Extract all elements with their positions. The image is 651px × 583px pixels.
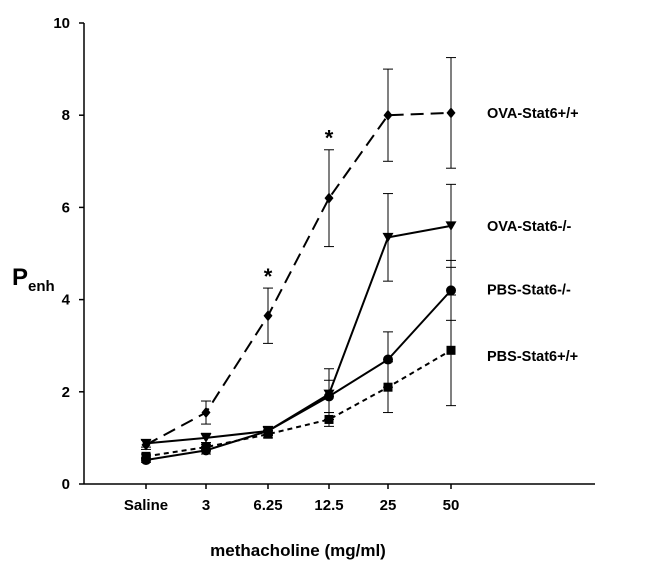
significance-annotation: * — [264, 264, 273, 289]
data-point-triangle — [382, 232, 394, 243]
x-tick-label: 6.25 — [253, 497, 282, 514]
data-point-diamond — [201, 407, 211, 419]
series-label: PBS-Stat6-/- — [487, 282, 571, 298]
significance-annotation: * — [325, 126, 334, 151]
data-point-triangle — [445, 221, 457, 231]
series-group — [141, 294, 456, 461]
series-label: OVA-Stat6+/+ — [487, 106, 579, 122]
y-tick-label: 8 — [62, 107, 70, 124]
series-group — [141, 57, 456, 451]
series-label: OVA-Stat6-/- — [487, 219, 571, 235]
data-point-triangle — [200, 433, 212, 443]
y-axis-title: Penh — [12, 264, 55, 295]
series-line — [145, 111, 452, 446]
y-axis-title-subscript: enh — [28, 278, 55, 295]
series-group — [141, 259, 456, 466]
data-point-circle — [324, 391, 334, 402]
y-tick-label: 4 — [62, 292, 71, 309]
data-point-square — [141, 451, 151, 461]
data-point-square — [263, 429, 273, 439]
y-tick-label: 6 — [62, 199, 70, 216]
data-point-triangle — [140, 438, 152, 449]
series-label: PBS-Stat6+/+ — [487, 349, 578, 365]
x-tick-label: 3 — [202, 497, 210, 514]
data-point-square — [383, 382, 393, 392]
series-label-layer: OVA-Stat6+/+ OVA-Stat6-/- PBS-Stat6-/- PBS-… — [487, 106, 579, 365]
x-tick-label: 50 — [443, 497, 460, 514]
x-tick-label: 12.5 — [314, 497, 343, 514]
series-layer — [140, 57, 457, 466]
axes — [83, 23, 595, 485]
x-tick-label: Saline — [124, 497, 168, 514]
y-tick-label: 0 — [62, 476, 70, 493]
data-point-square — [324, 414, 334, 424]
series-line — [145, 349, 452, 458]
annotation-layer: ** — [264, 126, 334, 289]
y-axis-title-main: P — [12, 264, 28, 291]
data-point-diamond — [383, 109, 393, 121]
y-ticks: 0 2 4 6 8 10 — [53, 15, 84, 493]
data-point-circle — [446, 285, 456, 296]
series-line — [145, 224, 452, 445]
series-line — [145, 289, 452, 462]
series-group — [140, 183, 457, 449]
data-point-diamond — [446, 107, 456, 119]
y-tick-label: 2 — [62, 384, 70, 401]
data-point-square — [446, 345, 456, 355]
x-tick-label: 25 — [380, 497, 397, 514]
x-ticks: Saline 3 6.25 12.5 25 50 — [124, 484, 459, 514]
data-point-square — [201, 442, 211, 452]
x-axis-title: methacholine (mg/ml) — [210, 541, 386, 560]
y-tick-label: 10 — [53, 15, 70, 32]
data-point-diamond — [324, 192, 334, 204]
data-point-diamond — [263, 310, 273, 322]
